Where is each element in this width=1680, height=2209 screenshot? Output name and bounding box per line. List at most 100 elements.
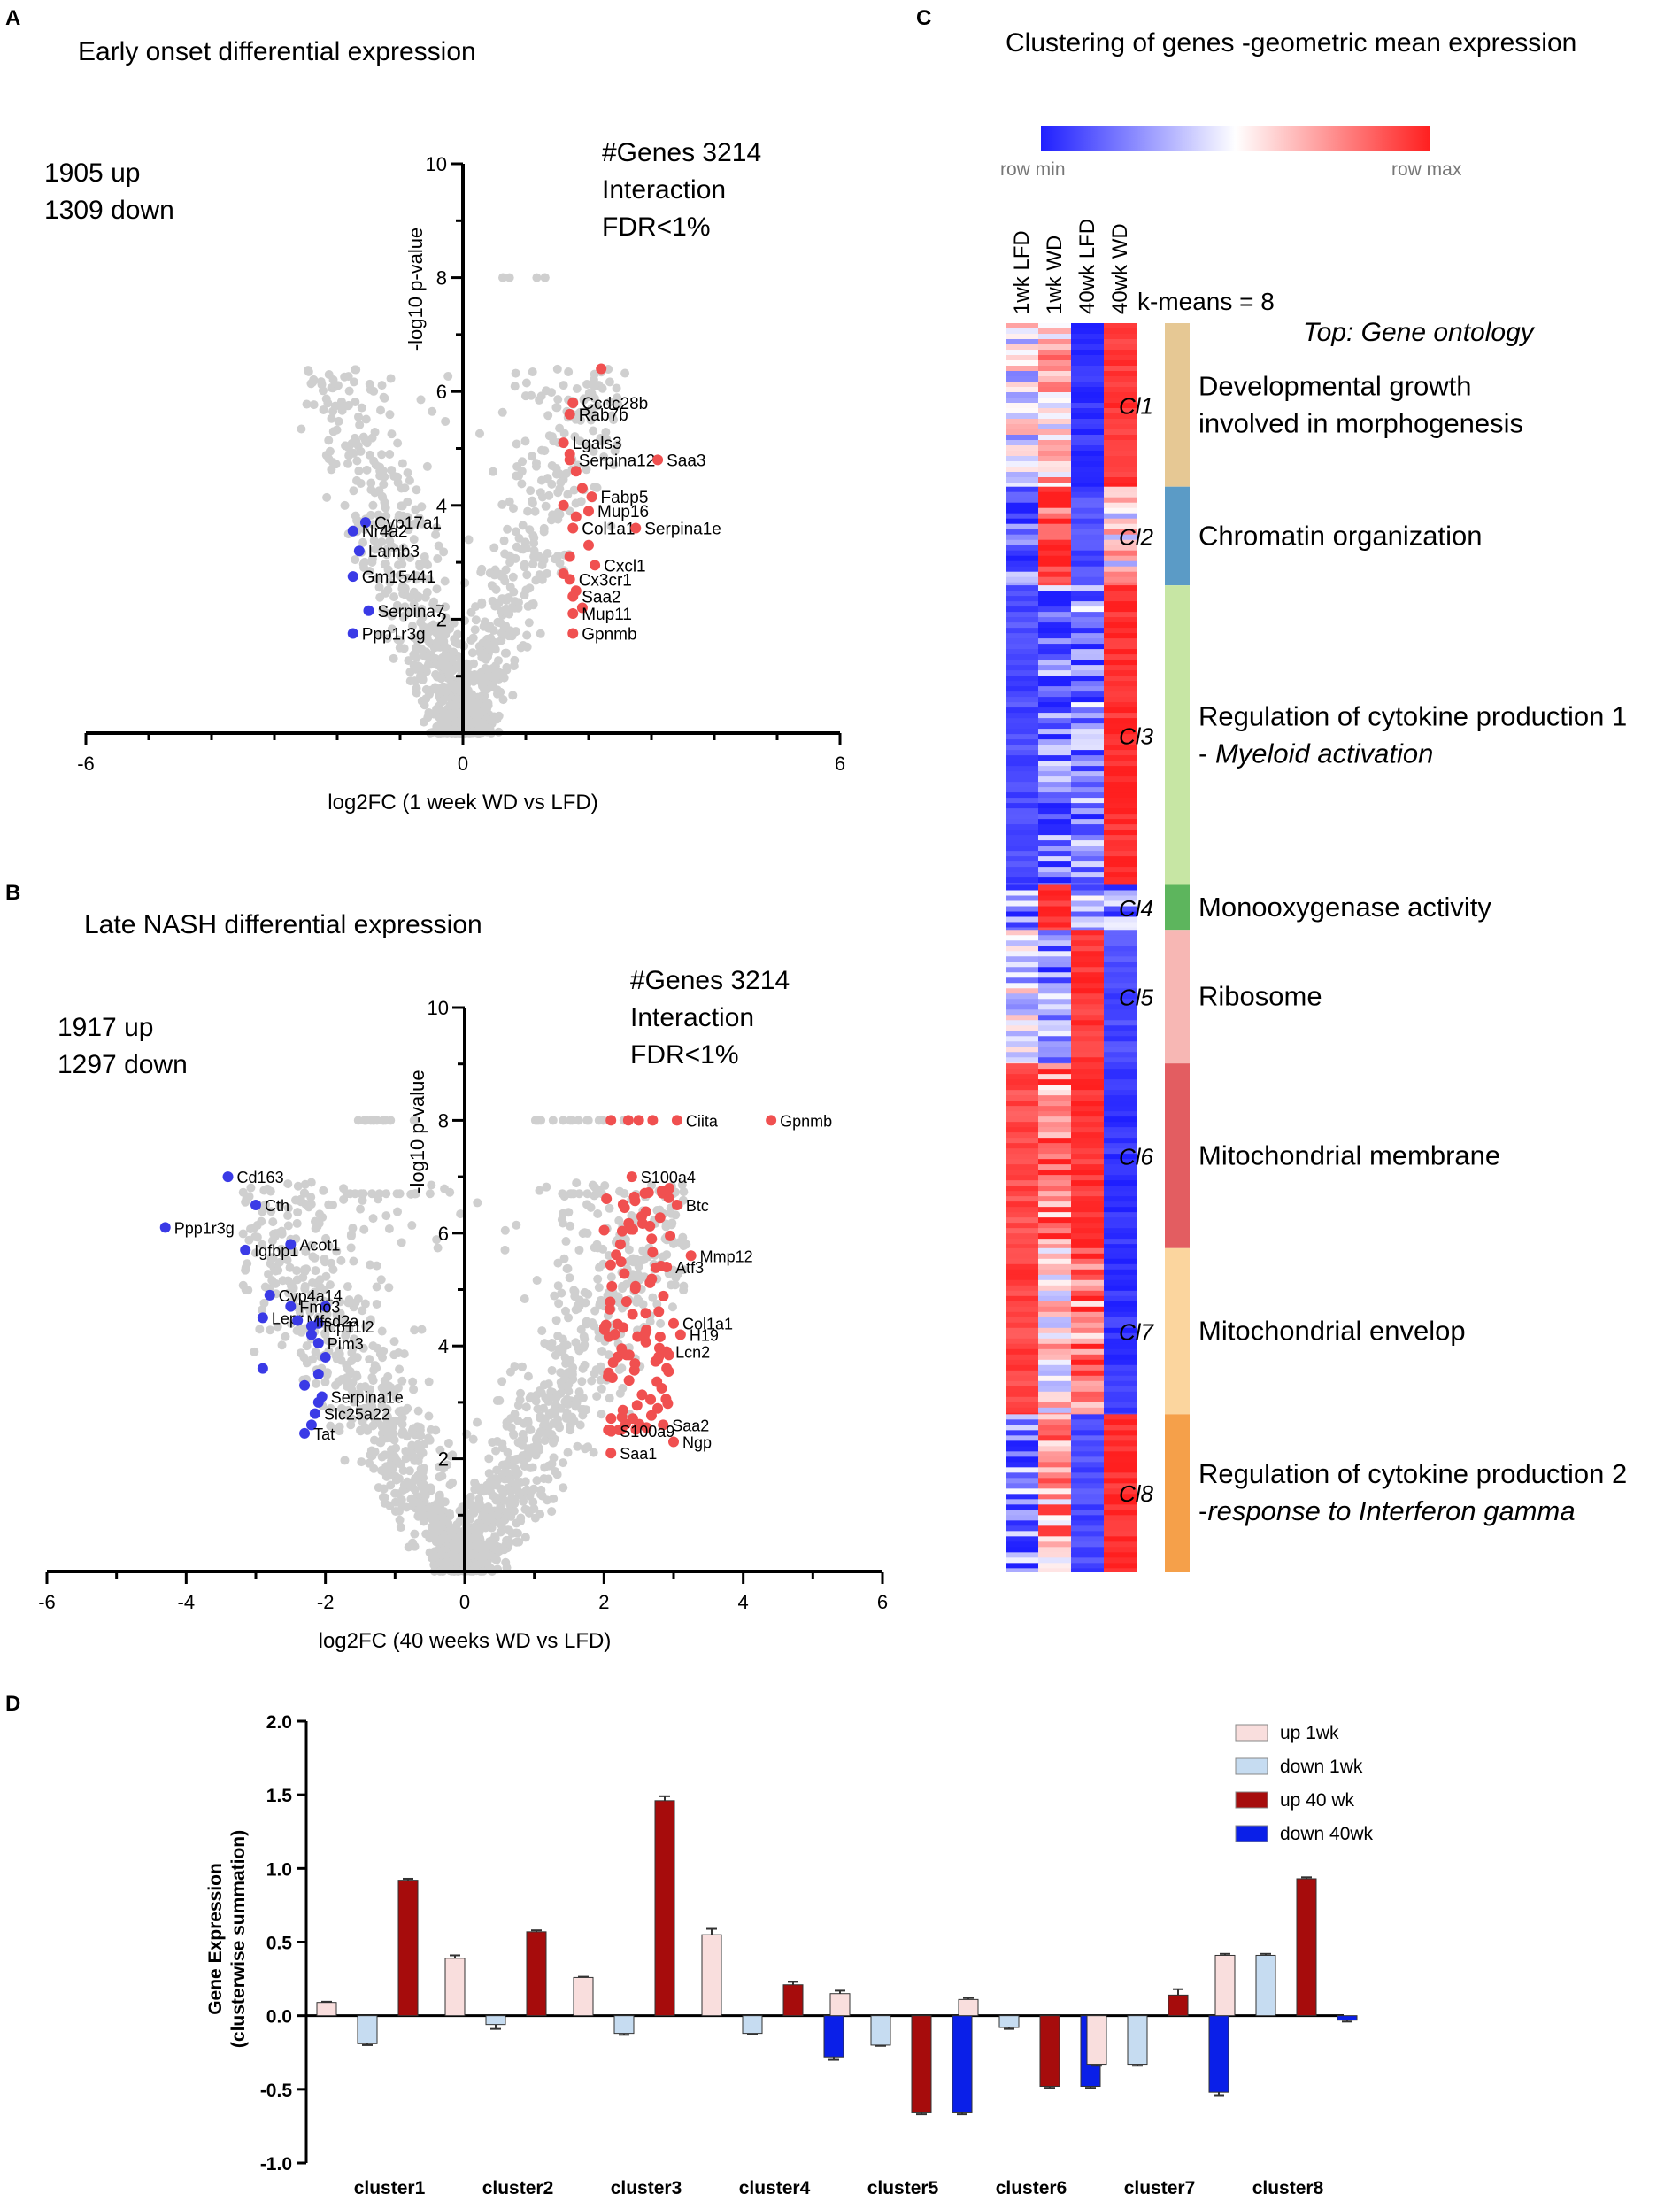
gene-point — [332, 425, 342, 435]
gene-point — [536, 1426, 545, 1436]
heatmap-cell — [1071, 906, 1105, 912]
heatmap-cell — [1038, 550, 1072, 557]
heatmap-cluster-cl1 — [1006, 323, 1137, 488]
gene-point — [477, 598, 487, 607]
ontology-prefix: - — [1198, 738, 1215, 769]
heatmap-cell — [1038, 1499, 1072, 1505]
gene-point — [318, 386, 328, 396]
heatmap-cell — [1071, 628, 1105, 634]
heatmap-cell — [1038, 814, 1072, 820]
heatmap-cell — [1071, 1370, 1105, 1377]
heatmap-cell — [1038, 497, 1072, 504]
gene-point — [535, 1186, 544, 1195]
up-gene-point — [640, 1308, 651, 1319]
heatmap-cell — [1006, 665, 1039, 671]
bar-up-1wk — [958, 1998, 979, 2017]
gene-point — [491, 1495, 501, 1505]
up-gene-point — [586, 491, 597, 503]
gene-point — [352, 456, 362, 466]
gene-point — [490, 637, 500, 647]
gene-point — [571, 1338, 581, 1348]
gene-point — [463, 662, 473, 672]
heatmap-cell — [1104, 445, 1137, 452]
heatmap-cell — [1006, 766, 1039, 772]
heatmap-cell — [1071, 366, 1105, 372]
up-gene-point — [626, 1171, 637, 1183]
heatmap-cell — [1006, 585, 1039, 591]
heatmap-cell — [1006, 461, 1039, 467]
heatmap-cell — [1071, 1322, 1105, 1329]
heatmap-cell — [1038, 1122, 1072, 1128]
ontology-term: Mitochondrial membrane — [1198, 1139, 1500, 1170]
down-gene-label: Ppp1r3g — [174, 1219, 235, 1237]
heatmap-cell — [1071, 1290, 1105, 1297]
heatmap-cell — [1104, 1446, 1137, 1452]
bar-down-1wk — [742, 2015, 763, 2035]
gene-point — [583, 1442, 593, 1452]
heatmap-cell — [1071, 513, 1105, 520]
heatmap-cell — [1071, 408, 1105, 414]
gene-point — [345, 1367, 355, 1377]
heatmap-cell — [1006, 1407, 1039, 1414]
heatmap-cell — [1071, 1191, 1105, 1197]
down-gene-label: Cth — [265, 1197, 289, 1215]
panel-label-d: D — [5, 1692, 20, 1716]
heatmap-cell — [1006, 1440, 1039, 1447]
heatmap-cell — [1038, 472, 1072, 478]
ontology-term: Chromatin organization — [1198, 520, 1483, 551]
heatmap-cell — [1104, 1217, 1137, 1224]
heatmap-cell — [1104, 1425, 1137, 1431]
heatmap-cell — [1071, 1547, 1105, 1553]
gene-point — [549, 436, 559, 446]
heatmap-cell — [1006, 628, 1039, 634]
gene-point — [615, 1388, 625, 1398]
gene-point — [369, 1464, 379, 1473]
gene-point — [250, 1232, 260, 1241]
up-gene-point — [612, 1318, 623, 1330]
heatmap-cell — [1006, 890, 1039, 896]
gene-point — [421, 652, 431, 661]
gene-point — [369, 536, 379, 545]
heatmap-cell — [1071, 1354, 1105, 1361]
up-gene-point — [665, 1230, 676, 1241]
gene-point — [387, 624, 397, 634]
gene-point — [572, 1178, 582, 1188]
heatmap-cell — [1071, 1488, 1105, 1495]
heatmap-cell — [1038, 851, 1072, 857]
heatmap-cell — [1038, 922, 1072, 928]
gene-point — [346, 1420, 356, 1430]
heatmap-cell — [1071, 686, 1105, 692]
gene-point — [377, 1466, 387, 1476]
gene-point — [584, 388, 594, 398]
gene-point — [281, 1332, 290, 1341]
down-gene-label: Cyp17a1 — [374, 514, 442, 533]
panel-label-c: C — [916, 6, 931, 30]
up-gene-point — [567, 522, 579, 534]
heatmap-cell — [1071, 1386, 1105, 1393]
gene-point — [572, 383, 582, 393]
gene-point — [309, 400, 319, 410]
heatmap-cell — [1006, 1164, 1039, 1170]
gene-point — [414, 1430, 424, 1440]
bar-up-40-wk — [782, 1984, 804, 2017]
heatmap-cell — [1038, 398, 1072, 404]
gene-point — [361, 414, 371, 424]
gene-point — [428, 406, 437, 416]
heatmap-cell — [1104, 1106, 1137, 1112]
heatmap-cell — [1071, 916, 1105, 923]
up-gene-point — [617, 1404, 628, 1416]
bar-up-40-wk — [911, 2015, 932, 2113]
legend-label: up 40 wk — [1280, 1790, 1355, 1811]
down-gene-label: Cd163 — [237, 1169, 284, 1186]
bar-down-40wk — [1337, 2015, 1358, 2021]
gene-point — [377, 537, 387, 547]
down-gene-point — [363, 605, 374, 616]
gene-point — [563, 1448, 573, 1457]
gene-point — [519, 545, 528, 554]
gene-point — [407, 622, 417, 631]
cluster-label: Cl7 — [1119, 1319, 1155, 1346]
gene-point — [512, 1537, 521, 1547]
gene-point — [395, 571, 405, 581]
gene-point — [266, 1186, 275, 1196]
heatmap-cell — [1006, 1327, 1039, 1334]
